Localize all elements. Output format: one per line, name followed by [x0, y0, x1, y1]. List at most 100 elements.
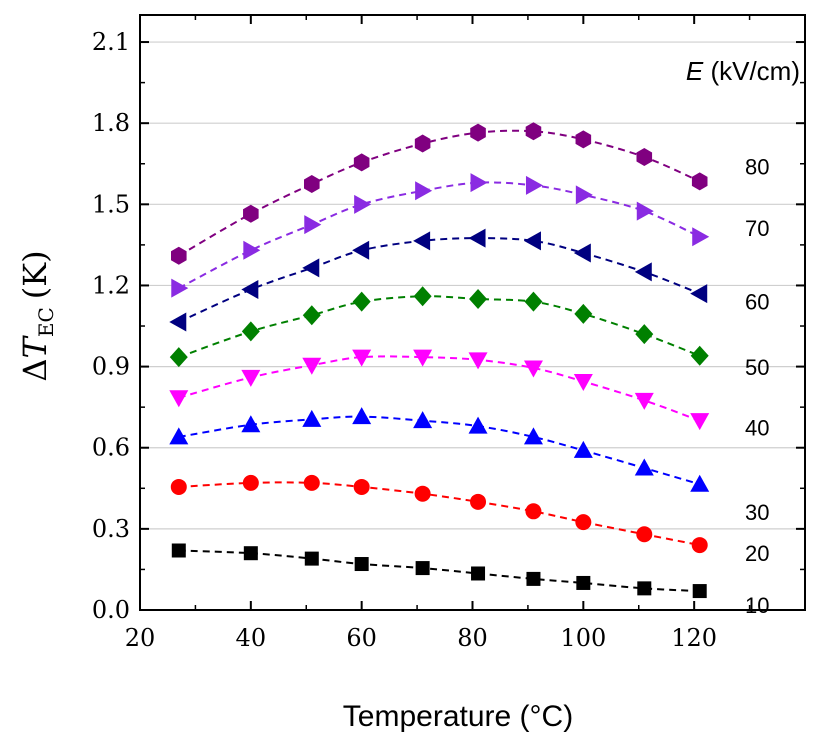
x-tick-label: 20: [125, 624, 156, 652]
x-tick-label: 40: [236, 624, 267, 652]
data-point: [468, 416, 488, 434]
x-tick-label: 100: [560, 624, 606, 652]
data-point: [634, 458, 654, 476]
series-line: [178, 355, 701, 422]
data-point: [352, 291, 371, 312]
series-label: 80: [745, 154, 769, 179]
data-point: [575, 514, 592, 531]
data-point: [525, 503, 542, 520]
series-60: [169, 228, 708, 332]
series-10: [171, 543, 707, 599]
data-point: [692, 584, 707, 599]
y-tick-label: 0.6: [92, 434, 130, 462]
series-label: 20: [745, 541, 769, 566]
data-point: [353, 153, 370, 172]
series-line: [178, 549, 700, 593]
data-point: [171, 543, 186, 558]
series-line: [178, 237, 701, 323]
data-point: [303, 175, 320, 194]
data-point: [525, 122, 542, 141]
data-point: [636, 147, 653, 166]
y-tick-label: 0.3: [92, 515, 130, 543]
data-point: [524, 291, 543, 312]
data-point: [353, 478, 370, 495]
x-tick-label: 60: [346, 624, 377, 652]
data-point: [414, 134, 431, 153]
y-tick-label: 2.1: [92, 28, 130, 56]
series-label: 50: [745, 355, 769, 380]
y-tick-label: 1.2: [92, 271, 130, 299]
legend-title: E (kV/cm): [686, 56, 800, 86]
series-line: [178, 129, 701, 257]
data-point: [352, 240, 370, 260]
data-point: [169, 390, 189, 408]
series-line: [178, 481, 700, 547]
data-point: [691, 172, 708, 191]
data-point: [241, 321, 260, 342]
data-point: [304, 551, 319, 566]
data-point: [523, 231, 541, 251]
series-label: 40: [745, 416, 769, 441]
data-point: [241, 415, 261, 433]
y-tick-label: 0.9: [92, 353, 130, 381]
data-point: [170, 246, 187, 265]
data-point: [690, 284, 708, 304]
data-point: [415, 561, 430, 576]
series-line: [178, 295, 701, 359]
data-point: [470, 173, 488, 193]
data-point: [523, 427, 543, 445]
data-point: [303, 474, 320, 491]
series-label: 60: [745, 290, 769, 315]
data-point: [415, 181, 433, 201]
data-point: [352, 407, 372, 425]
data-point: [169, 312, 187, 332]
data-point: [573, 243, 591, 263]
plot-frame: [139, 14, 806, 611]
data-point: [692, 227, 710, 247]
data-point: [525, 175, 543, 195]
data-point: [526, 571, 541, 586]
data-point: [302, 357, 322, 375]
data-point: [243, 240, 261, 260]
data-point: [691, 537, 708, 554]
data-point: [576, 575, 591, 590]
data-point: [573, 440, 593, 458]
data-point: [354, 194, 372, 214]
data-point: [170, 478, 187, 495]
y-tick-label: 1.5: [92, 190, 130, 218]
data-point: [574, 303, 593, 324]
data-point: [242, 474, 259, 491]
data-point: [243, 204, 259, 223]
data-point: [241, 280, 259, 300]
data-point: [470, 493, 487, 510]
series-50: [169, 286, 709, 368]
data-point: [690, 413, 710, 431]
data-point: [413, 231, 431, 251]
series-80: [170, 122, 708, 265]
data-point: [413, 349, 433, 367]
series-layer: [169, 122, 710, 599]
data-point: [169, 427, 189, 445]
data-point: [636, 201, 654, 221]
data-point: [471, 566, 486, 581]
series-70: [171, 173, 710, 298]
data-point: [302, 305, 321, 326]
data-point: [634, 262, 652, 282]
data-point: [636, 526, 653, 543]
data-point: [304, 215, 322, 235]
x-tick-label: 120: [671, 624, 717, 652]
data-point: [575, 185, 593, 205]
x-tick-label: 80: [457, 624, 488, 652]
data-point: [634, 392, 654, 410]
data-point: [637, 581, 652, 596]
data-point: [690, 474, 710, 492]
data-point: [171, 278, 189, 298]
series-20: [170, 474, 708, 554]
data-point: [241, 369, 261, 387]
data-point: [468, 352, 488, 370]
data-point: [354, 557, 369, 572]
data-point: [243, 546, 258, 561]
data-point: [414, 485, 431, 502]
axis-ticks: 0.0 0.3 0.6 0.9 1.2 1.5 1.8 2.1 20 40 60 80 100 120: [92, 15, 806, 652]
